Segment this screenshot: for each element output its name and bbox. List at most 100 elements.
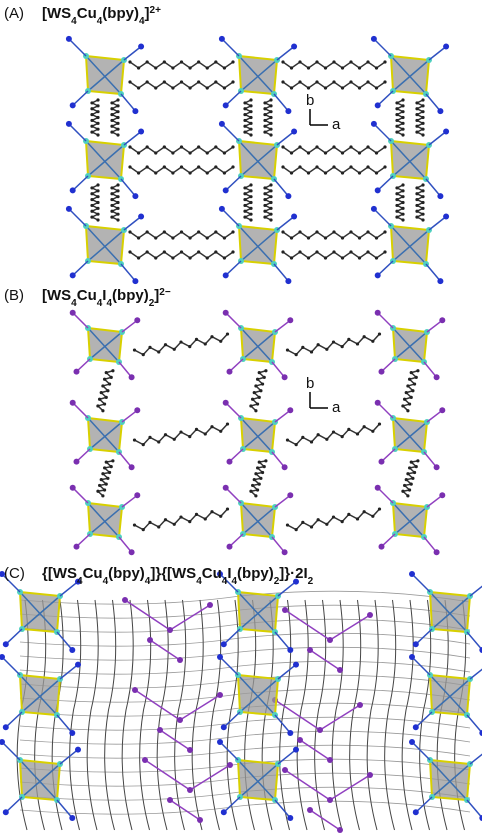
carbon-atom [243,192,246,195]
carbon-atom [378,422,381,425]
carbon-atom [375,66,378,69]
carbon-atom [256,488,259,491]
carbon-atom [98,398,101,401]
carbon-atom [263,130,266,133]
carbon-atom [263,107,266,110]
carbon-atom [90,119,93,122]
cluster [371,121,449,199]
carbon-atom [421,104,424,107]
terminal-bond [278,665,296,679]
carbon-atom [416,459,419,462]
carbon-atom [188,86,191,89]
carbon-atom [259,389,262,392]
carbon-atom [111,459,114,462]
terminal-atom [134,407,140,413]
carbon-atom [188,435,191,438]
carbon-atom [195,338,198,341]
carbon-atom [101,472,104,475]
carbon-atom [395,192,398,195]
carbon-atom [395,210,398,213]
carbon-atom [249,133,252,136]
axis-label: a [332,116,341,133]
carbon-atom [415,101,418,104]
carbon-atom [290,236,293,239]
carbon-atom [332,250,335,253]
iodine-atom [167,627,173,633]
terminal-atom [134,492,140,498]
terminal-atom [443,129,449,135]
carbon-atom [204,517,207,520]
carbon-atom [180,145,183,148]
terminal-atom [291,129,297,135]
terminal-atom [439,407,445,413]
carbon-atom [415,119,418,122]
carbon-atom [366,165,369,168]
carbon-atom [401,195,404,198]
carbon-atom [96,404,99,407]
carbon-atom [180,165,183,168]
cluster [217,739,299,821]
carbon-atom [371,515,374,518]
iodine-atom [167,797,173,803]
terminal-atom [293,662,299,668]
carbon-atom [253,478,256,481]
terminal-atom [379,459,385,465]
terminal-atom [371,206,377,212]
terminal-atom [285,278,291,284]
carbon-atom [188,66,191,69]
iodine-atom [367,772,373,778]
carbon-atom [90,130,93,133]
carbon-atom [101,384,104,387]
terminal-bond [73,313,88,328]
carbon-atom [263,113,266,116]
terminal-bond [226,261,241,275]
carbon-atom [197,165,200,168]
cluster [219,206,297,284]
carbon-atom [408,378,411,381]
carbon-atom [116,183,119,186]
terminal-atom [291,214,297,220]
carbon-atom [263,125,266,128]
carbon-atom [258,460,261,463]
formula-part: (bpy) [112,287,149,304]
carbon-atom [146,60,149,63]
carbon-atom [401,133,404,136]
carbon-atom [164,433,167,436]
cluster [70,485,141,556]
carbon-atom [349,60,352,63]
terminal-atom [219,206,225,212]
carbon-atom [406,494,409,497]
iodine-atom [187,787,193,793]
carbon-atom [349,145,352,148]
terminal-bond [274,94,288,111]
carbon-atom [371,340,374,343]
terminal-atom [379,544,385,550]
carbon-atom [383,145,386,148]
terminal-bond [6,797,22,812]
carbon-atom [204,432,207,435]
carbon-atom [243,215,246,218]
carbon-atom [349,250,352,253]
carbon-atom [110,107,113,110]
terminal-atom [3,641,9,647]
carbon-atom [231,250,234,253]
carbon-atom [401,404,404,407]
carbon-atom [116,213,119,216]
carbon-atom [298,60,301,63]
carbon-atom [406,384,409,387]
carbon-atom [406,472,409,475]
iodine-atom [187,747,193,753]
carbon-atom [105,483,108,486]
terminal-bond [57,632,72,650]
terminal-atom [66,206,72,212]
carbon-atom [401,104,404,107]
carbon-atom [301,436,304,439]
carbon-atom [415,113,418,116]
terminal-atom [409,654,415,660]
terminal-atom [413,809,419,815]
terminal-bond [467,800,482,818]
bpy-linker [134,509,227,530]
carbon-atom [231,165,234,168]
carbon-atom [401,218,404,221]
carbon-atom [347,428,350,431]
